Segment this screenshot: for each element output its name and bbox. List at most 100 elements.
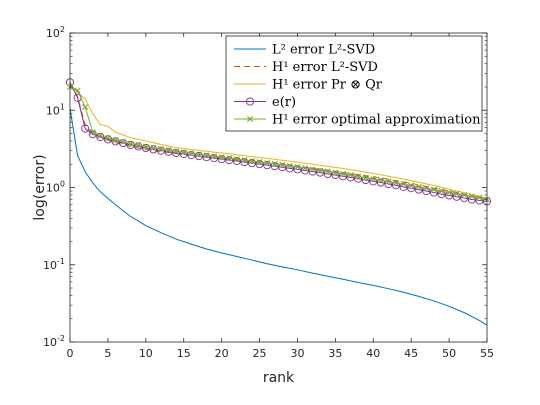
y-tick-label: 10-1 [43,257,65,272]
y-tick-exponent: -2 [57,334,65,343]
series-point [150,144,157,151]
series-point [438,188,445,195]
series-point [316,168,325,177]
series-point [468,193,475,200]
series-point [211,153,218,160]
y-tick-label: 101 [46,102,65,117]
series-point [217,155,226,164]
legend-box [225,35,483,132]
series-point [82,104,89,111]
series-point [134,142,143,151]
series-point [271,160,278,167]
series-point [476,194,483,201]
series-point [255,160,264,169]
series-point [194,152,203,161]
series-point [339,170,346,177]
series-point [415,183,422,190]
series-point [293,165,302,174]
series-point [157,146,164,152]
series-point [369,177,378,186]
series-point [385,178,392,185]
x-tick-label: 15 [177,347,191,360]
series-point [232,156,241,166]
series-point [187,151,196,160]
x-tick-label: 30 [290,347,304,360]
y-tick-label: 102 [46,25,65,40]
series-point [112,137,119,144]
series-line-4 [69,86,488,200]
series-point [346,173,355,182]
series-point [264,159,271,166]
y-tick-base: 10 [43,259,57,272]
y-tick-label: 100 [46,180,65,195]
series-point [263,161,272,170]
series-point [430,186,437,193]
x-tick-label: 10 [139,347,153,360]
series-point [414,185,423,194]
series-point [156,146,166,155]
y-tick-base: 10 [46,104,60,117]
y-tick-base: 10 [46,182,60,195]
series-point [461,191,468,198]
series-point [370,175,377,182]
series-point [377,177,384,184]
x-tick-label: 0 [67,347,74,360]
series-point [362,174,369,181]
y-tick-label: 10-2 [43,334,65,349]
series-point [323,169,332,178]
legend-marker [245,97,255,106]
series-point [202,153,211,162]
series-point [400,181,407,187]
series-point [248,158,255,165]
series-point [195,151,202,158]
series-point [203,152,210,159]
series-point [384,179,393,189]
series-point [226,155,233,162]
series-point [376,178,385,187]
series-point [309,166,316,173]
series-line-2 [69,83,488,199]
series-point [179,149,188,158]
series-point [324,168,331,175]
legend-label: H¹ error optimal approximation [272,113,481,128]
series-point [180,149,187,156]
y-tick-exponent: 1 [60,102,65,111]
legend-label: L² error L²-SVD [272,43,375,58]
y-tick-exponent: -1 [57,257,65,266]
series-point [294,164,301,171]
legend-label: e(r) [272,95,296,110]
series-point [347,172,354,179]
ticks-layer [69,32,488,343]
series-point [355,173,362,180]
series-point [408,182,415,189]
series-point [89,129,96,136]
y-tick-base: 10 [46,27,60,40]
series-point [302,165,309,172]
legend-entries: L² error L²-SVD H¹ error L²-SVD H¹ error P… [234,43,481,128]
series-point [354,174,363,183]
series-point [247,159,257,168]
series-point [317,167,324,174]
series-point [173,148,180,155]
x-tick-label: 25 [253,347,267,360]
y-axis-label: log(error) [32,154,48,220]
legend-label: H¹ error Pr ⊗ Qr [272,78,383,93]
x-tick-label: 5 [104,347,111,360]
y-tick-exponent: 0 [60,180,65,189]
x-tick-label: 50 [442,347,456,360]
series-point [300,166,310,175]
series-point [104,135,111,142]
x-tick-label: 55 [480,347,494,360]
x-tick-label: 40 [366,347,380,360]
series-point [127,140,134,147]
series-point [97,132,104,139]
series-point [210,154,219,163]
series-point [225,156,234,165]
series-point [135,142,142,148]
x-tick-label: 45 [404,347,418,360]
series-point [446,189,453,196]
legend-marker [247,116,253,122]
series-point [332,169,339,176]
series-point [331,170,340,180]
